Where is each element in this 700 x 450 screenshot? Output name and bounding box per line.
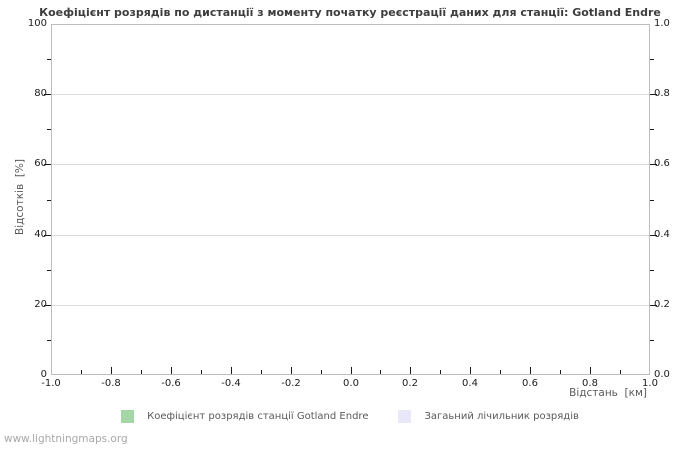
y-minor-tick-mark: [47, 270, 51, 271]
y-axis-label-left: Відсотків [%]: [14, 159, 26, 235]
y-tick-mark: [44, 94, 51, 95]
x-tick-label: 0.4: [462, 378, 478, 389]
y-tick-mark: [44, 164, 51, 165]
x-tick-mark: [291, 367, 292, 374]
x-tick-mark: [111, 367, 112, 374]
x-tick-label: -0.8: [101, 378, 121, 389]
y2-tick-label: 0.4: [654, 229, 670, 240]
y2-minor-tick-mark: [650, 59, 654, 60]
legend-label: Загаьний лічильник розрядів: [424, 410, 579, 422]
y2-minor-tick-mark: [650, 200, 654, 201]
y2-minor-tick-mark: [650, 129, 654, 130]
x-tick-mark: [351, 367, 352, 374]
x-minor-tick-mark: [500, 370, 501, 374]
x-tick-label: 0.6: [522, 378, 538, 389]
x-tick-label: -0.2: [281, 378, 301, 389]
y-tick-label: 80: [34, 88, 47, 99]
x-axis-label: Відстань [км]: [569, 387, 647, 399]
gridline-y: [52, 235, 649, 236]
x-tick-label: 1.0: [642, 378, 658, 389]
y-minor-tick-mark: [47, 200, 51, 201]
y2-tick-label: 0.8: [654, 88, 670, 99]
x-minor-tick-mark: [560, 370, 561, 374]
y-tick-label: 20: [34, 299, 47, 310]
x-minor-tick-mark: [201, 370, 202, 374]
y2-tick-label: 0.0: [654, 369, 670, 380]
x-tick-mark: [410, 367, 411, 374]
y-tick-label: 0: [40, 369, 47, 380]
y-tick-mark: [44, 235, 51, 236]
x-tick-label: 0.2: [402, 378, 418, 389]
y2-minor-tick-mark: [650, 340, 654, 341]
y-tick-label: 60: [34, 158, 47, 169]
x-minor-tick-mark: [620, 370, 621, 374]
x-tick-mark: [231, 367, 232, 374]
y-minor-tick-mark: [47, 129, 51, 130]
y2-tick-mark: [650, 94, 657, 95]
y-tick-label: 100: [27, 18, 47, 29]
gridline-y: [52, 94, 649, 95]
x-minor-tick-mark: [81, 370, 82, 374]
legend-swatch: [398, 409, 412, 423]
legend-item: Коефіцієнт розрядів станції Gotland Endr…: [121, 409, 369, 423]
x-tick-label: 0.0: [343, 378, 359, 389]
legend-label: Коефіцієнт розрядів станції Gotland Endr…: [147, 410, 369, 422]
x-tick-mark: [470, 367, 471, 374]
x-tick-mark: [171, 367, 172, 374]
y-tick-label: 40: [34, 229, 47, 240]
y2-tick-mark: [650, 305, 657, 306]
x-minor-tick-mark: [440, 370, 441, 374]
legend-item: Загаьний лічильник розрядів: [398, 409, 579, 423]
y2-tick-label: 0.2: [654, 299, 670, 310]
gridline-y: [52, 164, 649, 165]
x-minor-tick-mark: [141, 370, 142, 374]
y-minor-tick-mark: [47, 59, 51, 60]
y2-tick-mark: [650, 164, 657, 165]
x-tick-label: -1.0: [41, 378, 61, 389]
y-tick-mark: [44, 305, 51, 306]
x-minor-tick-mark: [261, 370, 262, 374]
watermark: www.lightningmaps.org: [4, 433, 128, 445]
x-tick-mark: [590, 367, 591, 374]
legend-swatch: [121, 409, 135, 423]
x-tick-label: 0.8: [582, 378, 598, 389]
y-minor-tick-mark: [47, 340, 51, 341]
y2-minor-tick-mark: [650, 270, 654, 271]
x-tick-label: -0.4: [221, 378, 241, 389]
x-tick-mark: [530, 367, 531, 374]
y2-tick-mark: [650, 235, 657, 236]
chart-title: Коефіцієнт розрядів по дистанції з момен…: [39, 6, 661, 19]
gridline-y: [52, 305, 649, 306]
legend: Коефіцієнт розрядів станції Gotland Endr…: [0, 408, 700, 424]
x-minor-tick-mark: [380, 370, 381, 374]
y2-tick-label: 1.0: [654, 18, 670, 29]
plot-area: [51, 24, 650, 375]
x-minor-tick-mark: [321, 370, 322, 374]
x-tick-label: -0.6: [161, 378, 181, 389]
y2-tick-label: 0.6: [654, 158, 670, 169]
